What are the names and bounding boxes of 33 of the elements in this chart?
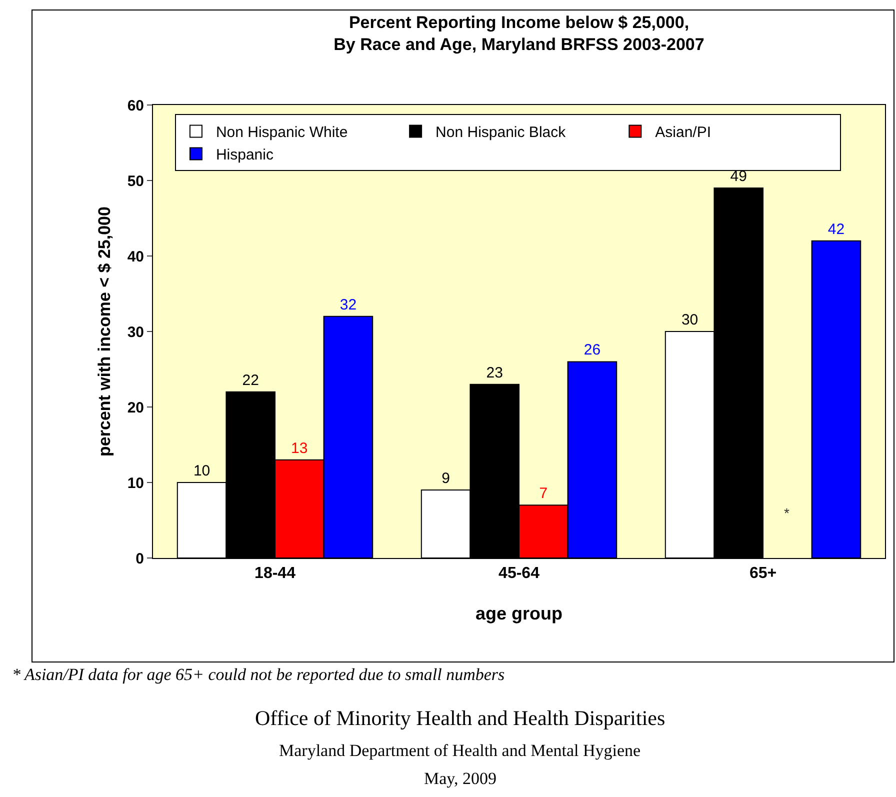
y-tick-label: 50: [127, 172, 144, 190]
data-label: 13: [291, 440, 308, 457]
x-tick-label: 65+: [749, 565, 777, 582]
x-tick-label: 45-64: [498, 565, 540, 582]
data-label: 10: [193, 462, 210, 480]
y-tick-label: 20: [127, 399, 144, 416]
data-label: 7: [539, 485, 548, 502]
text: Maryland Department of Health and Mental Hygiene: [279, 741, 641, 760]
data-label: 30: [681, 312, 698, 328]
annotation: *: [784, 505, 790, 521]
y-tick-label: 60: [127, 97, 144, 114]
y-tick-label: 30: [127, 324, 144, 341]
legend-label: Hispanic: [216, 146, 274, 164]
x-axis-title: age group: [475, 603, 563, 624]
text: * Asian/PI data for age 65+ could not be reported due to small numbers: [12, 665, 506, 684]
legend-label: Asian/PI: [655, 124, 712, 142]
data-label: 26: [584, 342, 601, 359]
y-tick-label: 0: [136, 550, 144, 568]
text: Office of Minority Health and Health Disparities: [255, 706, 666, 730]
data-label: 22: [242, 372, 259, 389]
data-label: 9: [442, 470, 450, 488]
y-tick-label: 10: [127, 474, 144, 492]
data-label: 49: [730, 168, 747, 186]
x-tick-label: 18-44: [254, 565, 296, 582]
text: May, 2009: [424, 769, 497, 788]
y-tick-label: 40: [127, 248, 144, 266]
data-label: 23: [486, 364, 503, 382]
chart-title: Percent Reporting Income below $ 25,000, By Race and Age, Maryland BRFSS 2003-2007: [334, 13, 704, 54]
data-label: 32: [340, 296, 357, 314]
legend-label: Non Hispanic White: [216, 124, 348, 142]
y-axis-title: percent with income < $ 25,000: [94, 206, 114, 456]
data-label: 42: [828, 220, 845, 238]
legend-label: Non Hispanic Black: [436, 124, 566, 142]
